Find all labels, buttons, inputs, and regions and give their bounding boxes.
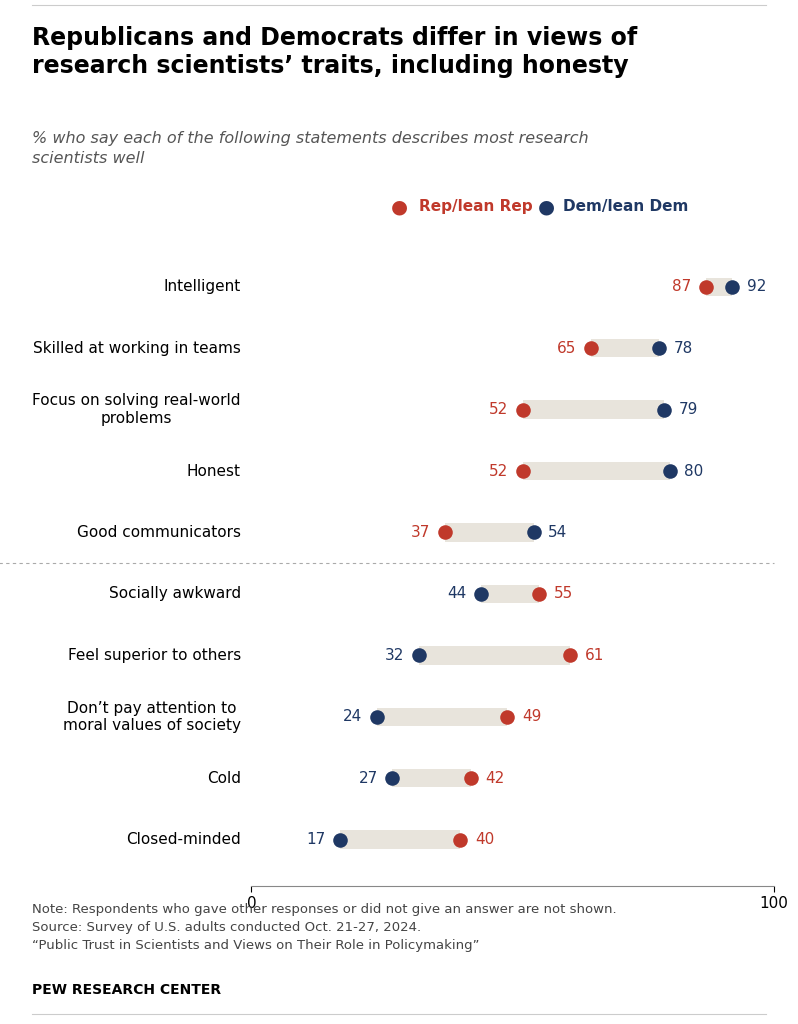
Point [370,709,383,725]
Text: Note: Respondents who gave other responses or did not give an answer are not sho: Note: Respondents who gave other respons… [32,903,617,952]
Point [464,770,477,786]
Text: 52: 52 [489,464,508,478]
Bar [481,585,539,603]
Text: Focus on solving real-world
problems: Focus on solving real-world problems [33,393,241,426]
Text: 78: 78 [674,341,693,355]
Text: 24: 24 [343,710,362,724]
Text: Republicans and Democrats differ in views of
research scientists’ traits, includ: Republicans and Democrats differ in view… [32,26,637,79]
Text: 54: 54 [548,525,567,540]
Point [413,647,425,664]
Point [501,709,514,725]
Point [454,831,467,848]
Point [517,463,530,479]
Text: Honest: Honest [187,464,241,478]
Bar [377,708,508,726]
Bar [419,646,571,665]
Point [653,340,666,356]
Text: Dem/lean Dem: Dem/lean Dem [563,200,688,214]
Text: % who say each of the following statements describes most research
scientists we: % who say each of the following statemen… [32,131,589,166]
Point [475,586,488,602]
Bar [523,462,670,480]
Text: 65: 65 [557,341,576,355]
Text: Socially awkward: Socially awkward [109,587,241,601]
Text: 32: 32 [385,648,404,663]
Text: Feel superior to others: Feel superior to others [68,648,241,663]
Text: 79: 79 [679,402,698,417]
Bar [706,278,733,296]
Text: PEW RESEARCH CENTER: PEW RESEARCH CENTER [32,983,221,997]
Bar [444,523,534,542]
Text: 27: 27 [358,771,378,785]
Point [517,401,530,418]
Text: Rep/lean Rep: Rep/lean Rep [419,200,532,214]
Text: 44: 44 [448,587,467,601]
Point [700,279,713,295]
Point [527,524,540,541]
Text: 37: 37 [411,525,430,540]
Text: 17: 17 [306,833,326,847]
Bar [523,400,664,419]
Bar [340,830,460,849]
Point [438,524,451,541]
Text: 42: 42 [485,771,505,785]
Point [585,340,598,356]
Point [334,831,346,848]
Text: 92: 92 [747,280,766,294]
Bar [393,769,471,787]
Text: 52: 52 [489,402,508,417]
Text: Don’t pay attention to
moral values of society: Don’t pay attention to moral values of s… [63,700,241,733]
Text: 80: 80 [684,464,703,478]
Bar [591,339,659,357]
Text: ●: ● [538,198,555,216]
Text: 40: 40 [475,833,494,847]
Text: 87: 87 [672,280,692,294]
Point [658,401,670,418]
Point [386,770,399,786]
Point [663,463,676,479]
Point [564,647,577,664]
Text: Closed-minded: Closed-minded [126,833,241,847]
Text: Intelligent: Intelligent [164,280,241,294]
Text: 61: 61 [585,648,604,663]
Text: 49: 49 [522,710,542,724]
Text: Good communicators: Good communicators [77,525,241,540]
Text: ●: ● [390,198,408,216]
Text: Skilled at working in teams: Skilled at working in teams [33,341,241,355]
Point [532,586,545,602]
Point [726,279,739,295]
Text: Cold: Cold [207,771,241,785]
Text: 55: 55 [554,587,573,601]
